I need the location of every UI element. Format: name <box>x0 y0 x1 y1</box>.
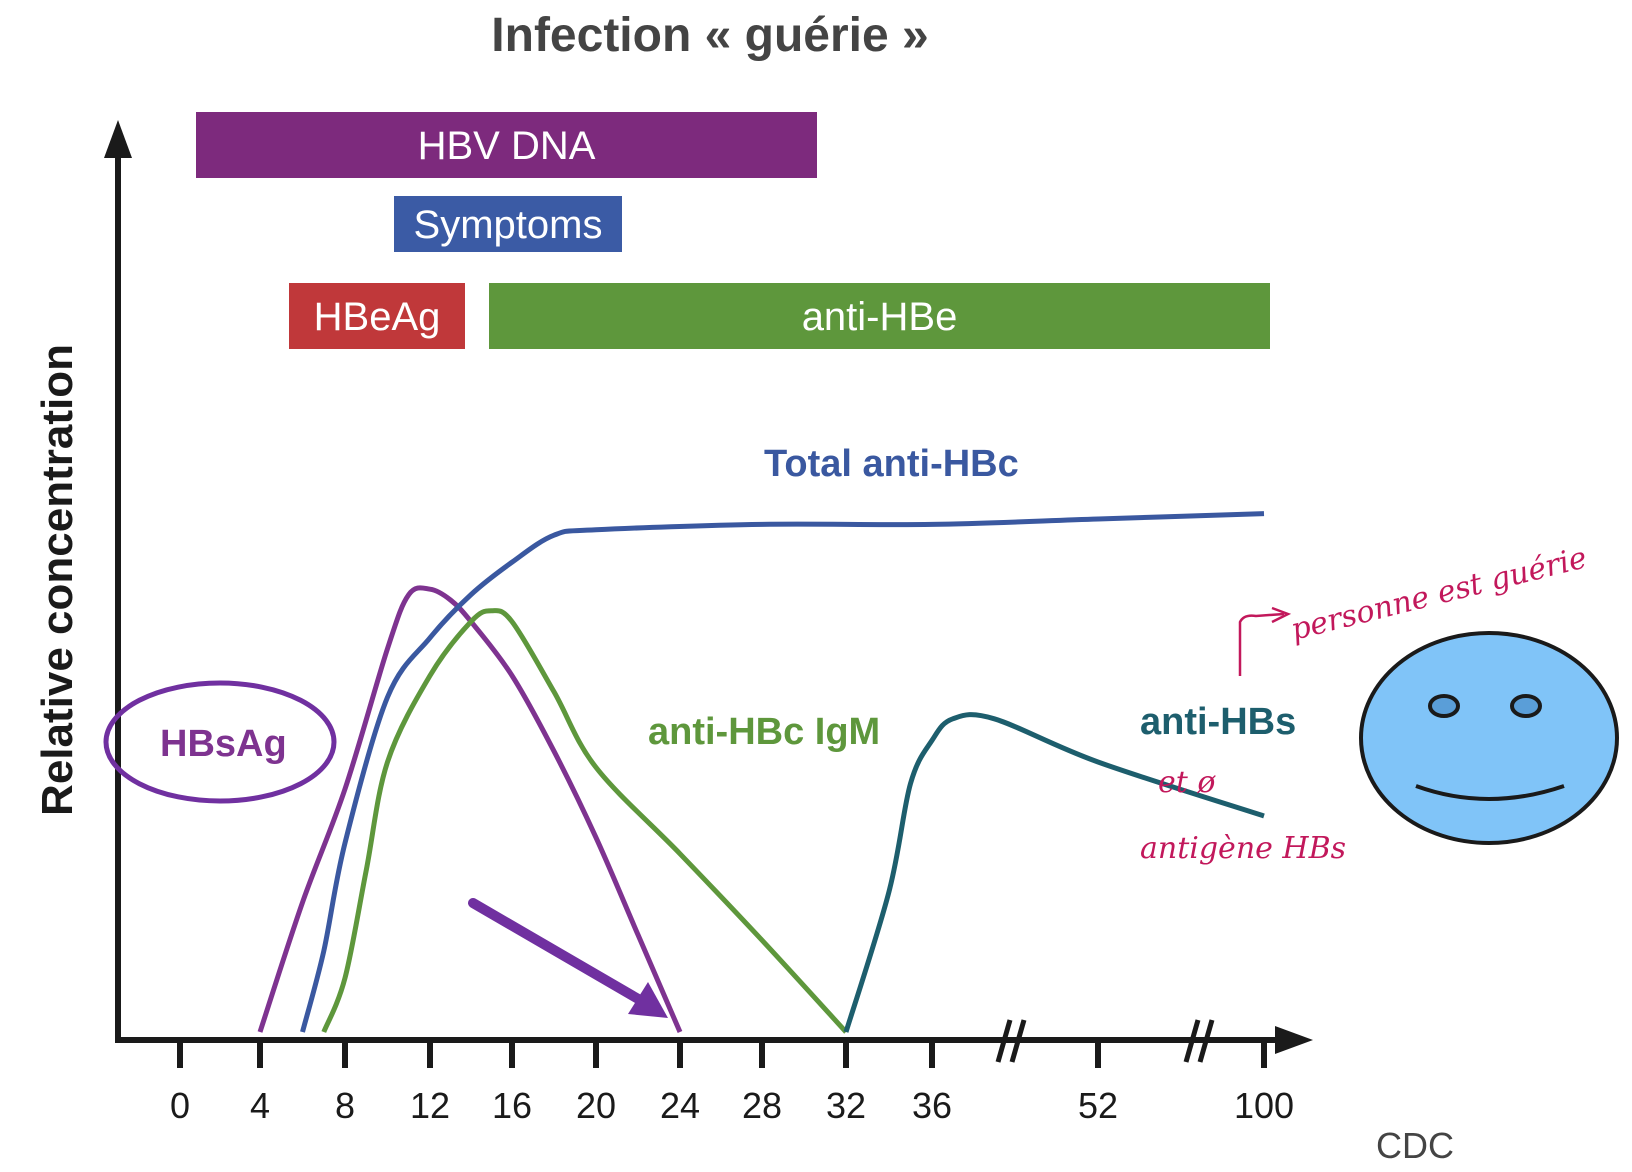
x-tick-label: 32 <box>826 1085 866 1126</box>
series-label: HBsAg <box>160 723 287 765</box>
x-tick-label: 12 <box>410 1085 450 1126</box>
x-tick-label: 52 <box>1078 1085 1118 1126</box>
series-line-anti-hbc-igm <box>321 608 848 1034</box>
band-anti-hbe <box>489 283 1270 349</box>
annotation-antigen: antigène HBs <box>1140 831 1346 866</box>
chart-title: Infection « guérie » <box>491 9 929 62</box>
x-tick-label: 0 <box>170 1085 190 1126</box>
x-tick-label: 28 <box>742 1085 782 1126</box>
series-line-anti-hbs <box>843 712 1265 1033</box>
annotation-bracket <box>1238 612 1285 676</box>
series-line-total-anti-hbc <box>300 511 1265 1033</box>
axes <box>104 120 1313 1063</box>
x-tick-label: 100 <box>1234 1085 1294 1126</box>
annotation-arrow-icon <box>1271 606 1292 624</box>
x-ticks: 0 4 8 12 16 20 24 28 32 36 52 100 <box>170 1043 1294 1126</box>
band-label: anti-HBe <box>802 295 958 339</box>
series-label: anti-HBc IgM <box>648 711 880 753</box>
series-label-group: HBsAg Total anti-HBc anti-HBc IgM anti-HBs <box>160 443 1296 765</box>
x-tick-label: 4 <box>250 1085 270 1126</box>
decrease-arrow-icon <box>468 898 668 1018</box>
band-label: HBeAg <box>314 295 441 339</box>
band-hbv-dna <box>196 112 817 178</box>
series-group <box>257 511 1265 1034</box>
annotation-and-null: et ø <box>1158 765 1216 800</box>
x-tick-label: 20 <box>576 1085 616 1126</box>
series-label: anti-HBs <box>1140 701 1296 743</box>
annotation-healed: personne est guérie <box>1287 540 1590 647</box>
x-tick-label: 16 <box>492 1085 532 1126</box>
y-axis-label: Relative concentration <box>33 344 82 816</box>
hbsag-highlight-ellipse <box>103 680 337 804</box>
series-line-hbsag <box>257 585 683 1033</box>
series-label: Total anti-HBc <box>764 443 1019 485</box>
band-hbeag <box>289 283 465 349</box>
x-axis-arrow <box>1275 1026 1313 1054</box>
band-label: HBV DNA <box>418 124 596 168</box>
x-tick-label: 24 <box>660 1085 700 1126</box>
band-group: HBV DNA Symptoms HBeAg anti-HBe <box>196 112 1270 349</box>
source-label: CDC <box>1376 1125 1454 1166</box>
smiley-face-icon <box>1359 631 1619 845</box>
band-symptoms <box>394 196 622 252</box>
band-label: Symptoms <box>414 203 603 247</box>
x-tick-label: 8 <box>335 1085 355 1126</box>
y-axis-arrow <box>104 120 132 158</box>
axis-break-2 <box>1183 1019 1215 1063</box>
axis-break-1 <box>995 1019 1027 1063</box>
x-tick-label: 36 <box>912 1085 952 1126</box>
